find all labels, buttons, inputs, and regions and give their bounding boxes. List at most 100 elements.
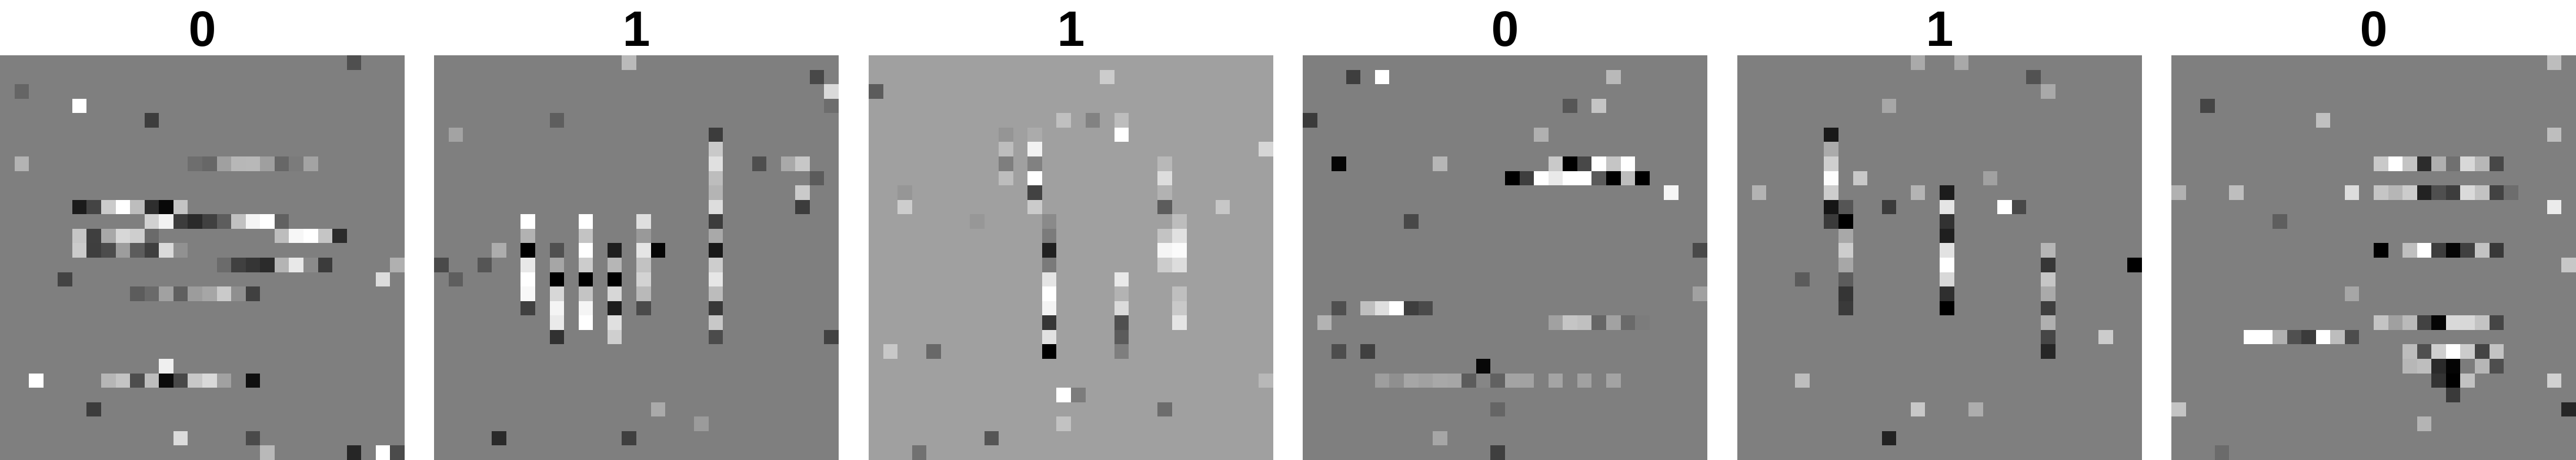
- pixel: [1563, 142, 1577, 156]
- pixel: [1490, 416, 1505, 431]
- pixel: [15, 431, 29, 446]
- pixel: [2518, 70, 2533, 85]
- pixel: [2127, 55, 2142, 70]
- pixel: [2403, 128, 2417, 142]
- pixel: [159, 286, 173, 301]
- pixel: [1332, 171, 1346, 186]
- pixel: [1606, 156, 1621, 171]
- pixel: [1911, 330, 1926, 345]
- pixel: [1056, 301, 1071, 316]
- pixel: [1027, 243, 1042, 258]
- pixel: [985, 359, 999, 374]
- pixel: [2475, 171, 2490, 186]
- pixel: [985, 214, 999, 229]
- pixel: [1925, 258, 1940, 272]
- pixel: [1115, 214, 1129, 229]
- pixel: [1968, 301, 1983, 316]
- pixel: [1591, 113, 1606, 128]
- pixel: [897, 402, 912, 417]
- pixel-image: [434, 55, 839, 460]
- pixel: [1042, 214, 1057, 229]
- pixel: [1433, 402, 1447, 417]
- pixel: [593, 55, 608, 70]
- pixel: [1187, 128, 1202, 142]
- pixel: [58, 70, 72, 85]
- pixel: [1896, 55, 1911, 70]
- pixel: [347, 272, 362, 287]
- pixel: [593, 200, 608, 215]
- pixel: [1519, 373, 1534, 388]
- pixel: [434, 171, 449, 186]
- pixel: [1129, 330, 1143, 345]
- pixel: [636, 416, 651, 431]
- pixel: [1419, 214, 1433, 229]
- pixel: [1882, 142, 1897, 156]
- pixel: [0, 286, 15, 301]
- pixel: [1332, 286, 1346, 301]
- pixel: [2403, 55, 2417, 70]
- pixel: [1461, 214, 1476, 229]
- pixel: [941, 171, 956, 186]
- pixel: [2359, 416, 2374, 431]
- pixel: [2056, 258, 2070, 272]
- pixel: [86, 445, 101, 460]
- pixel: [376, 128, 391, 142]
- pixel: [1997, 402, 2012, 417]
- pixel: [1172, 402, 1187, 417]
- pixel: [520, 55, 535, 70]
- pixel: [2273, 84, 2287, 99]
- pixel: [72, 98, 87, 114]
- pixel: [1591, 214, 1606, 229]
- pixel: [1505, 214, 1520, 229]
- pixel: [1940, 402, 1954, 417]
- pixel: [1577, 113, 1592, 128]
- pixel: [564, 258, 579, 272]
- pixel: [897, 344, 912, 359]
- pixel: [2460, 388, 2475, 402]
- pixel: [869, 142, 883, 156]
- pixel: [578, 214, 593, 229]
- pixel: [550, 445, 565, 460]
- pixel: [2359, 388, 2374, 402]
- pixel: [1476, 229, 1491, 244]
- pixel: [217, 344, 232, 359]
- pixel: [1853, 200, 1868, 215]
- pixel: [1737, 445, 1752, 460]
- pixel: [2561, 374, 2576, 388]
- pixel: [2012, 229, 2027, 244]
- pixel: [1461, 373, 1476, 388]
- pixel: [1881, 98, 1897, 114]
- pixel: [723, 359, 738, 374]
- pixel: [1013, 258, 1028, 272]
- pixel: [130, 359, 145, 374]
- pixel: [1693, 272, 1707, 287]
- pixel: [463, 171, 478, 186]
- pixel: [2417, 402, 2432, 417]
- pixel: [492, 171, 506, 186]
- pixel: [2316, 301, 2331, 316]
- pixel: [2330, 416, 2345, 431]
- pixel: [1867, 171, 1882, 186]
- pixel: [478, 272, 492, 287]
- pixel: [1577, 171, 1592, 186]
- pixel: [58, 214, 72, 229]
- pixel: [1752, 330, 1767, 345]
- pixel: [869, 330, 883, 345]
- pixel: [15, 214, 29, 229]
- pixel: [564, 330, 579, 345]
- pixel: [869, 416, 883, 431]
- pixel: [2344, 185, 2360, 200]
- pixel: [1157, 315, 1172, 330]
- pixel: [1100, 55, 1115, 70]
- pixel: [2532, 113, 2547, 128]
- pixel: [86, 142, 101, 156]
- pixel: [1954, 374, 1969, 388]
- pixel: [2504, 286, 2518, 301]
- pixel: [1433, 258, 1447, 272]
- pixel: [1968, 214, 1983, 229]
- pixel: [897, 445, 912, 460]
- pixel: [86, 128, 101, 142]
- pixel: [2490, 55, 2504, 70]
- pixel: [2215, 70, 2230, 85]
- pixel: [1086, 272, 1100, 287]
